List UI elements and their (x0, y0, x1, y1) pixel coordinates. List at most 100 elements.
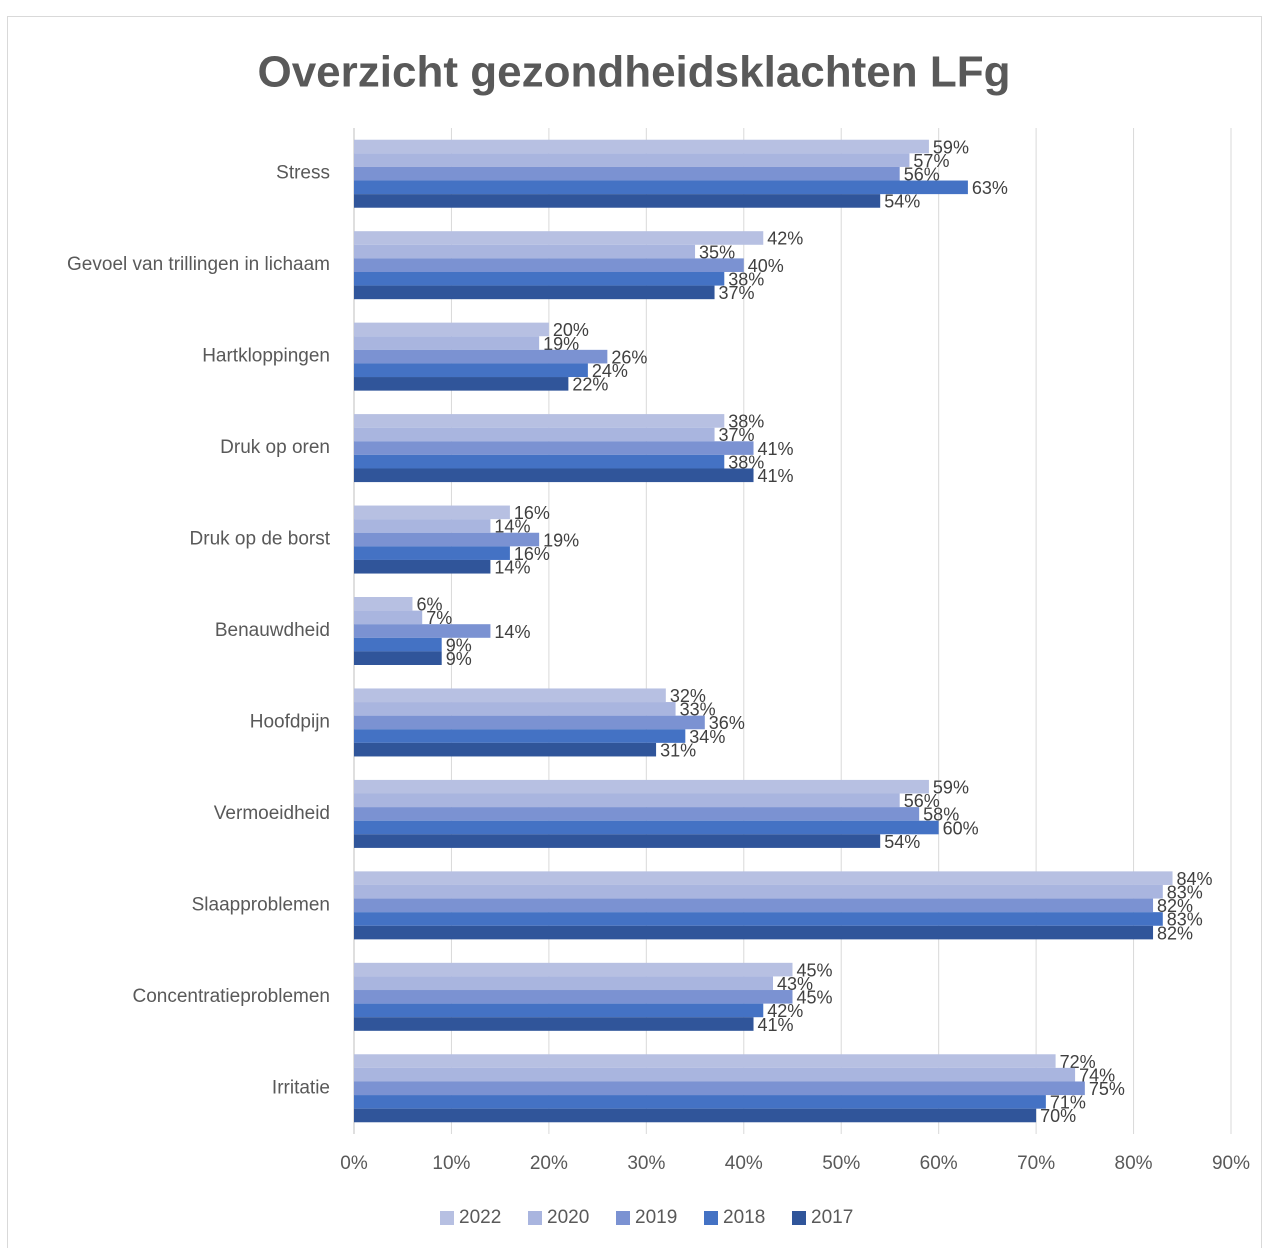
x-tick-label: 40% (725, 1153, 763, 1174)
value-label: 38% (728, 412, 764, 432)
bar (354, 180, 968, 195)
legend-swatch (528, 1211, 542, 1225)
bar (354, 702, 676, 716)
chart-frame (7, 16, 1262, 1248)
bar (354, 597, 413, 611)
legend-label: 2017 (811, 1207, 853, 1228)
value-label: 41% (758, 439, 794, 459)
y-tick-label: Stress (276, 163, 330, 184)
bar (354, 871, 1173, 885)
y-tick-label: Druk op oren (220, 437, 330, 458)
bar (354, 976, 774, 991)
value-label: 60% (943, 818, 979, 838)
value-label: 37% (719, 425, 755, 445)
legend-swatch (792, 1211, 806, 1225)
bar (354, 962, 793, 977)
value-label: 41% (758, 1015, 794, 1035)
value-label: 26% (611, 347, 647, 367)
value-label: 45% (797, 960, 833, 980)
value-label: 43% (777, 974, 813, 994)
bar (354, 807, 920, 821)
x-tick-label: 50% (822, 1153, 860, 1174)
value-label: 6% (416, 595, 442, 615)
value-label: 82% (1157, 923, 1193, 943)
bar (354, 925, 1154, 940)
bar (354, 336, 540, 350)
value-label: 16% (514, 544, 550, 564)
value-label: 19% (543, 334, 579, 354)
value-label: 19% (543, 530, 579, 550)
value-label: 72% (1060, 1052, 1096, 1072)
value-label: 22% (572, 375, 608, 395)
value-label: 9% (446, 649, 472, 669)
value-label: 54% (884, 192, 920, 212)
y-tick-label: Druk op de borst (190, 529, 331, 550)
value-label: 24% (592, 361, 628, 381)
value-label: 59% (933, 777, 969, 797)
bar (354, 258, 744, 272)
value-label: 14% (494, 622, 530, 642)
bar (354, 834, 881, 848)
value-label: 37% (719, 283, 755, 303)
value-label: 36% (709, 713, 745, 733)
bar (354, 1108, 1037, 1123)
chart-title: Overzicht gezondheidsklachten LFg (257, 48, 1010, 97)
y-tick-label: Slaapproblemen (192, 894, 330, 915)
y-tick-label: Concentratieproblemen (132, 986, 330, 1007)
legend-label: 2020 (547, 1207, 589, 1228)
bar (354, 793, 900, 808)
legend-label: 2019 (635, 1207, 677, 1228)
value-label: 42% (767, 229, 803, 249)
legend-label: 2018 (723, 1207, 765, 1228)
value-label: 14% (494, 517, 530, 537)
x-tick-label: 60% (920, 1153, 958, 1174)
value-label: 9% (446, 635, 472, 655)
bar (354, 651, 442, 665)
bar (354, 194, 881, 208)
value-label: 74% (1079, 1065, 1115, 1085)
legend-swatch (440, 1211, 454, 1225)
value-label: 54% (884, 832, 920, 852)
bar (354, 468, 754, 483)
value-label: 32% (670, 686, 706, 706)
value-label: 7% (426, 608, 452, 628)
bar (354, 898, 1154, 913)
bar (354, 532, 540, 547)
bar (354, 912, 1163, 926)
bar (354, 1095, 1046, 1109)
value-label: 56% (904, 164, 940, 184)
bar (354, 377, 569, 391)
bar (354, 519, 491, 533)
bar (354, 990, 793, 1004)
bar (354, 1081, 1085, 1096)
bar (354, 624, 491, 638)
value-label: 42% (767, 1001, 803, 1021)
y-tick-label: Vermoeidheid (214, 803, 330, 824)
value-label: 41% (758, 466, 794, 486)
bar (354, 454, 725, 469)
legend-label: 2022 (459, 1207, 501, 1228)
bar (354, 244, 696, 259)
bar (354, 610, 423, 625)
value-label: 38% (728, 452, 764, 472)
bar (354, 285, 715, 300)
value-label: 58% (923, 805, 959, 825)
value-label: 71% (1050, 1093, 1086, 1113)
y-tick-label: Benauwdheid (215, 620, 330, 641)
value-label: 38% (728, 270, 764, 290)
value-label: 35% (699, 242, 735, 262)
value-label: 20% (553, 320, 589, 340)
x-tick-label: 90% (1212, 1153, 1250, 1174)
value-label: 56% (904, 791, 940, 811)
bar (354, 820, 939, 835)
bar (354, 637, 442, 652)
value-label: 82% (1157, 896, 1193, 916)
legend-swatch (704, 1211, 718, 1225)
bar (354, 742, 657, 757)
bar (354, 271, 725, 286)
bar (354, 231, 764, 245)
bar (354, 139, 929, 154)
value-label: 83% (1167, 883, 1203, 903)
bar (354, 1017, 754, 1031)
